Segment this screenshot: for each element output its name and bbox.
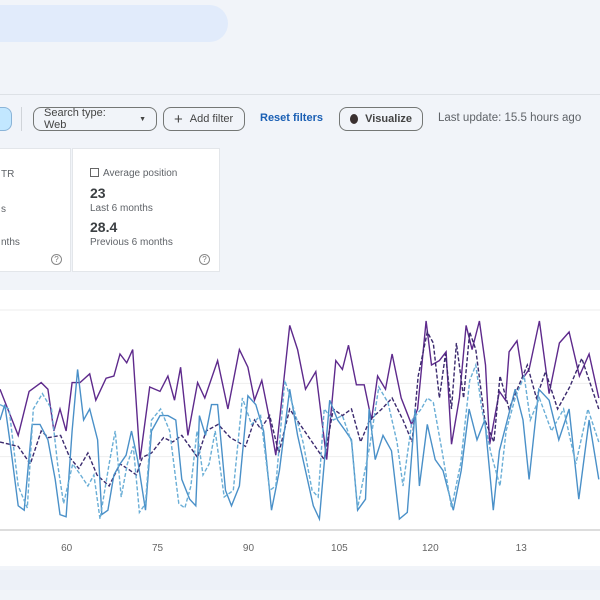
search-bar[interactable] [0,5,228,42]
average-position-checkbox[interactable]: Average position [90,168,177,179]
last-update-text: Last update: 15.5 hours ago [438,112,582,124]
footer-bar [0,570,600,590]
visualize-button[interactable]: Visualize [339,107,423,131]
divider [21,107,22,131]
visualize-label: Visualize [365,113,412,125]
series-blue-dashed [0,362,600,520]
checkbox-icon [90,168,99,177]
add-filter-button[interactable]: + Add filter [163,107,245,131]
series-purple-solid [0,320,600,460]
x-tick-label: 90 [242,543,255,554]
current-label: Last 6 months [90,203,153,214]
dropdown-arrow-icon: ▼ [139,115,146,123]
visualize-icon [350,114,359,124]
help-icon[interactable]: ? [51,254,62,265]
x-tick-label: 120 [421,543,439,554]
card-title: TR [1,169,15,180]
add-filter-label: Add filter [189,113,234,125]
plus-icon: + [174,110,183,128]
ctr-card[interactable]: TR s nths ? [0,148,71,272]
card-label: nths [1,237,20,248]
divider [0,94,600,95]
x-tick-label: 13 [515,543,527,554]
x-tick-label: 105 [331,543,348,554]
current-value: 23 [90,185,106,201]
search-type-dropdown[interactable]: Search type: Web ▼ [33,107,157,131]
performance-chart [0,290,600,566]
previous-value: 28.4 [90,219,118,235]
x-tick-label: 60 [61,543,73,554]
search-type-label: Search type: Web [44,107,106,131]
series-blue-solid [0,369,600,522]
average-position-card[interactable]: Average position 23 Last 6 months 28.4 P… [72,148,220,272]
reset-filters-link[interactable]: Reset filters [260,112,323,124]
card-title: Average position [103,168,178,179]
previous-label: Previous 6 months [90,237,173,248]
date-filter-chip[interactable] [0,107,12,131]
help-icon[interactable]: ? [199,254,210,265]
card-label: s [1,204,6,215]
x-tick-label: 75 [152,543,164,554]
